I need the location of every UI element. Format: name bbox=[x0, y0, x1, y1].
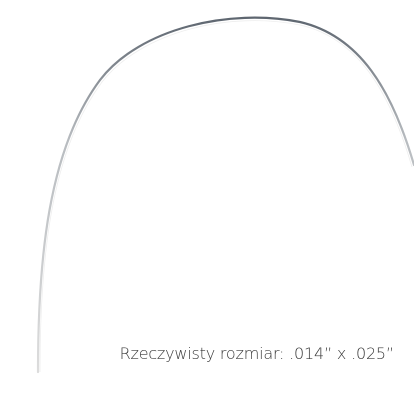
archwire-highlight bbox=[40, 21, 412, 372]
archwire bbox=[38, 18, 414, 372]
product-image: Rzeczywisty rozmiar: .014” x .025” bbox=[0, 0, 414, 407]
caption: Rzeczywisty rozmiar: .014” x .025” bbox=[0, 344, 394, 363]
